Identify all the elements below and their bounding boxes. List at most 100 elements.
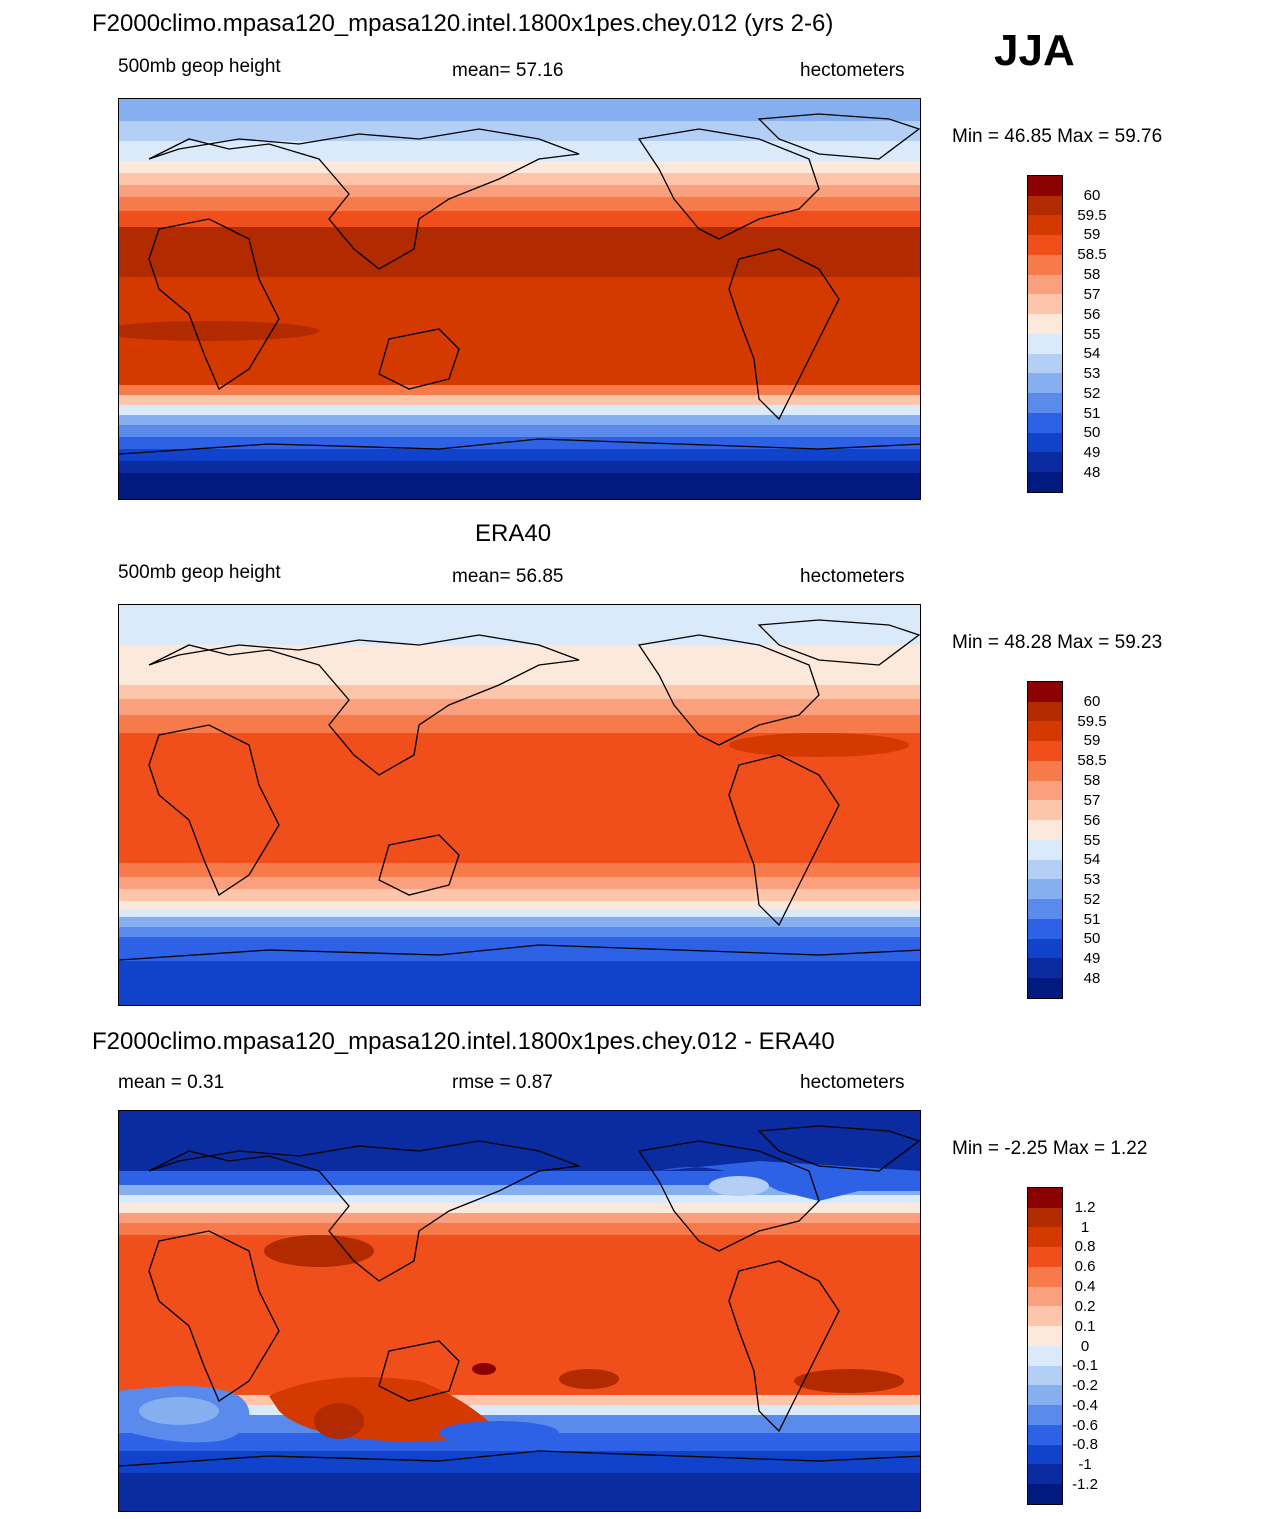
panel3-tick: 0.2 xyxy=(1074,1298,1096,1315)
panel2-title: ERA40 xyxy=(475,520,552,547)
panel2-tick: 59.5 xyxy=(1077,713,1107,730)
panel1-tick: 59.5 xyxy=(1077,207,1107,224)
panel1-tick: 48 xyxy=(1083,464,1101,481)
panel2-colorbar-swatch xyxy=(1028,761,1062,781)
panel2-tick: 51 xyxy=(1083,911,1101,928)
panel3-south-max xyxy=(314,1403,364,1439)
panel1-tick: 49 xyxy=(1083,444,1101,461)
panel1-colorbar-swatch xyxy=(1028,452,1062,472)
panel3-colorbar-swatch xyxy=(1028,1326,1062,1346)
panel1-tick: 59 xyxy=(1083,226,1101,243)
panel3-colorbar-swatch xyxy=(1028,1366,1062,1385)
panel1-units: hectometers xyxy=(800,60,905,81)
panel3-tick: 1.2 xyxy=(1074,1199,1096,1216)
panel3-units: hectometers xyxy=(800,1072,905,1093)
panel3-north-blue xyxy=(659,1161,920,1201)
panel2-field xyxy=(119,605,920,1005)
panel2-colorbar xyxy=(1027,681,1063,999)
panel1-tick: 60 xyxy=(1083,187,1101,204)
panel2-tick: 54 xyxy=(1083,851,1101,868)
panel1-colorbar-swatch xyxy=(1028,294,1062,314)
panel1-tick: 52 xyxy=(1083,385,1101,402)
panel1-colorbar-swatch xyxy=(1028,334,1062,354)
panel2-tick: 52 xyxy=(1083,891,1101,908)
panel3-colorbar-swatch xyxy=(1028,1346,1062,1366)
panel3-continents xyxy=(119,1125,920,1467)
panel3-tick: -0.1 xyxy=(1072,1357,1098,1374)
panel3-tick: -0.6 xyxy=(1072,1417,1098,1434)
panel1-tick: 58 xyxy=(1083,266,1101,283)
panel1-left-label: 500mb geop height xyxy=(118,56,281,77)
panel3-title: F2000climo.mpasa120_mpasa120.intel.1800x… xyxy=(92,1028,835,1055)
panel2-tick: 58.5 xyxy=(1077,752,1107,769)
panel3-mean: mean = 0.31 xyxy=(118,1072,225,1093)
panel3-tick: 0.4 xyxy=(1074,1278,1096,1295)
panel2-tick: 60 xyxy=(1083,693,1101,710)
panel1-field xyxy=(119,99,920,499)
panel2-tick: 58 xyxy=(1083,772,1101,789)
panel1-tick: 50 xyxy=(1083,424,1101,441)
panel3-tick: 0 xyxy=(1080,1338,1090,1355)
panel3-tick: -1 xyxy=(1078,1456,1092,1473)
panel2-colorbar-swatch xyxy=(1028,860,1062,879)
panel3-colorbar-swatch xyxy=(1028,1188,1062,1208)
panel3-colorbar-swatch xyxy=(1028,1287,1062,1306)
panel1-colorbar-swatch xyxy=(1028,196,1062,215)
panel1-map xyxy=(118,98,921,500)
panel2-colorbar-swatch xyxy=(1028,840,1062,860)
panel3-colorbar-swatch xyxy=(1028,1247,1062,1267)
panel1-colorbar-swatch xyxy=(1028,433,1062,452)
panel2-tick: 57 xyxy=(1083,792,1101,809)
panel2-continents xyxy=(119,619,920,961)
panel1-colorbar-swatch xyxy=(1028,176,1062,196)
panel1-colorbar-swatch xyxy=(1028,275,1062,294)
panel2-colorbar-swatch xyxy=(1028,721,1062,741)
panel2-tick: 48 xyxy=(1083,970,1101,987)
panel2-colorbar-swatch xyxy=(1028,899,1062,919)
panel2-colorbar-swatch xyxy=(1028,919,1062,939)
panel1-tick: 56 xyxy=(1083,306,1101,323)
panel1-tick: 58.5 xyxy=(1077,246,1107,263)
panel2-tick: 49 xyxy=(1083,950,1101,967)
panel1-tick: 51 xyxy=(1083,405,1101,422)
panel3-map-svg xyxy=(119,1111,920,1511)
panel3-atlantic-max xyxy=(794,1369,904,1393)
panel3-colorbar-swatch xyxy=(1028,1267,1062,1287)
panel2-colorbar-swatch xyxy=(1028,939,1062,958)
panel2-units: hectometers xyxy=(800,566,905,587)
panel3-north-light xyxy=(709,1176,769,1196)
panel3-colorbar-swatch xyxy=(1028,1306,1062,1326)
panel1-colorbar-swatch xyxy=(1028,255,1062,275)
panel2-minmax: Min = 48.28 Max = 59.23 xyxy=(952,632,1163,653)
panel1-tick: 55 xyxy=(1083,326,1101,343)
panel3-tick: 1 xyxy=(1080,1219,1090,1236)
panel3-colorbar-swatch xyxy=(1028,1445,1062,1464)
panel2-tick: 50 xyxy=(1083,930,1101,947)
panel3-sw-light xyxy=(139,1397,219,1425)
panel3-colorbar-swatch xyxy=(1028,1405,1062,1425)
panel1-minmax: Min = 46.85 Max = 59.76 xyxy=(952,126,1163,147)
panel1-colorbar-swatch xyxy=(1028,215,1062,235)
panel1-colorbar xyxy=(1027,175,1063,493)
panel2-colorbar-swatch xyxy=(1028,741,1062,761)
panel2-tick: 53 xyxy=(1083,871,1101,888)
panel2-colorbar-swatch xyxy=(1028,800,1062,820)
panel2-colorbar-swatch xyxy=(1028,820,1062,840)
panel1-colorbar-swatch xyxy=(1028,373,1062,393)
panel1-title: F2000climo.mpasa120_mpasa120.intel.1800x… xyxy=(92,10,834,37)
panel2-high xyxy=(729,733,909,757)
panel3-tick: 0.1 xyxy=(1074,1318,1096,1335)
panel3-colorbar xyxy=(1027,1187,1063,1505)
season-label: JJA xyxy=(994,26,1075,75)
panel2-colorbar-swatch xyxy=(1028,958,1062,978)
panel3-colorbar-swatch xyxy=(1028,1484,1062,1504)
panel1-tick: 53 xyxy=(1083,365,1101,382)
panel2-tick: 59 xyxy=(1083,732,1101,749)
panel2-colorbar-swatch xyxy=(1028,879,1062,899)
panel3-colorbar-swatch xyxy=(1028,1425,1062,1445)
panel1-mean: mean= 57.16 xyxy=(452,60,564,81)
panel3-map xyxy=(118,1110,921,1512)
panel1-colorbar-swatch xyxy=(1028,413,1062,433)
panel2-colorbar-swatch xyxy=(1028,978,1062,998)
panel2-tick: 55 xyxy=(1083,832,1101,849)
